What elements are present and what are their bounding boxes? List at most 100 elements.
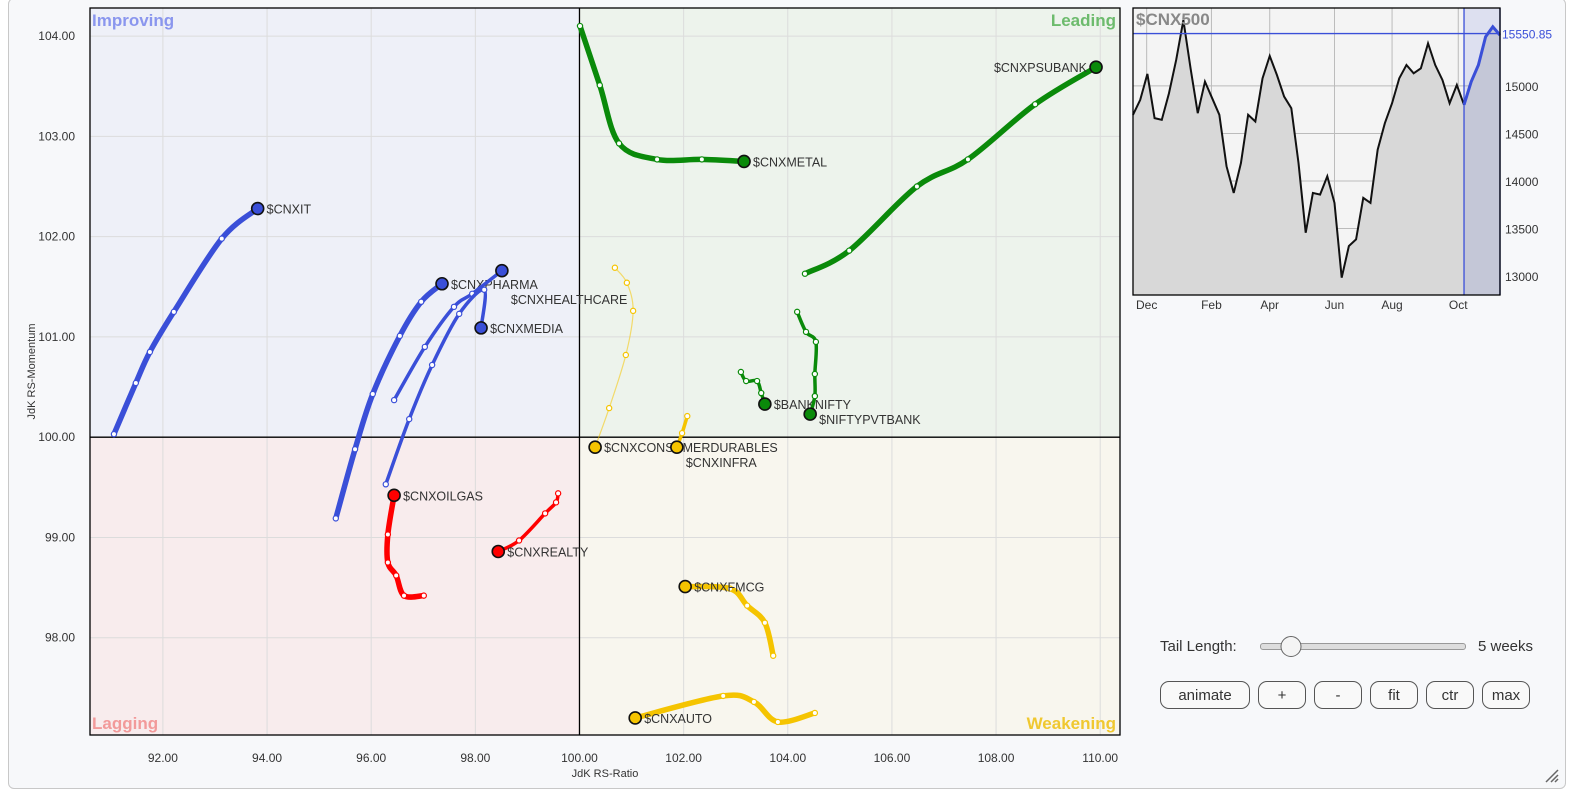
max-button[interactable]: max (1482, 681, 1530, 709)
head-point (387, 488, 401, 503)
head-point (491, 544, 506, 559)
y-tick-label: 103.00 (38, 129, 75, 143)
tail-point (758, 389, 765, 397)
benchmark-y-tick-label: 13500 (1505, 222, 1539, 236)
series-cnxit: $CNXIT (110, 201, 312, 438)
benchmark-area (1133, 20, 1500, 295)
tail-point (396, 332, 404, 340)
series-cnxpsubank: $CNXPSUBANK (801, 60, 1103, 277)
series-cnxinfra: $CNXINFRA (670, 412, 757, 470)
tail-point (611, 264, 619, 271)
head-point (737, 154, 751, 169)
tail-point (720, 692, 727, 700)
tail-length-slider[interactable] (1260, 636, 1466, 657)
tail-point (678, 429, 686, 437)
quadrant-leading (579, 8, 1120, 438)
series-label: $CNXFMCG (694, 581, 764, 595)
tail-point (812, 338, 820, 346)
head-point (250, 201, 265, 216)
tail-length-label: Tail Length: (1160, 637, 1237, 655)
series-label: $CNXAUTO (644, 712, 712, 726)
tail-point (132, 379, 140, 387)
tail-point (146, 348, 154, 356)
head-point (474, 321, 488, 335)
tail-point (596, 82, 603, 89)
y-tick-label: 99.00 (45, 530, 75, 544)
rrg-chart: 92.00 94.00 96.00 98.00 100.00 102.00 104.00 10… (26, 7, 1121, 780)
x-tick-label: 92.00 (148, 751, 178, 765)
benchmark-x-tick-label: Oct (1449, 298, 1468, 312)
series-cnxmetal: $CNXMETAL (576, 22, 827, 169)
x-tick-label: 100.00 (561, 751, 598, 765)
head-point (628, 711, 643, 725)
y-tick-label: 100.00 (38, 430, 75, 444)
head-point (670, 440, 684, 455)
x-tick-label: 104.00 (769, 751, 806, 765)
tail-point (384, 531, 392, 538)
benchmark-x-tick-label: Aug (1381, 298, 1402, 312)
y-tick-label: 102.00 (38, 230, 75, 244)
y-tick-label: 98.00 (45, 631, 75, 645)
series-label: $CNXPHARMA (451, 278, 538, 292)
quadrant-improving (90, 8, 580, 438)
tail-point (450, 303, 458, 311)
benchmark-x-tick-label: Jun (1325, 298, 1344, 312)
tail-point (698, 156, 706, 163)
x-axis-label: JdK RS-Ratio (572, 768, 639, 780)
resize-handle-icon[interactable] (1543, 767, 1559, 783)
quadrant-lagging (90, 437, 580, 735)
series-niftypvtbank: $NIFTYPVTBANK (793, 308, 921, 427)
y-axis-label: JdK RS-Momentum (26, 324, 38, 420)
tail-point (801, 270, 809, 277)
tail-point (110, 430, 118, 438)
tail-point (420, 592, 427, 599)
tail-point (750, 698, 758, 706)
tail-point (622, 351, 630, 359)
benchmark-highlight-line (1462, 24, 1502, 106)
head-point (495, 263, 509, 278)
tail-point (629, 307, 637, 315)
zoom-in-button[interactable]: + (1258, 681, 1306, 709)
tail-point (743, 602, 751, 609)
tail-point (684, 412, 691, 420)
benchmark-current-value: 15550.85 (1502, 28, 1552, 42)
tail-point (761, 619, 769, 626)
head-point (758, 397, 772, 411)
benchmark-y-tick-label: 14500 (1505, 127, 1539, 141)
zoom-out-button[interactable]: - (1314, 681, 1362, 709)
tail-point (605, 404, 613, 412)
benchmark-x-tick-label: Dec (1136, 298, 1157, 312)
quadrant-label-lagging: Lagging (92, 714, 158, 733)
series-cnxoilgas: $CNXOILGAS (384, 488, 483, 600)
slider-track[interactable] (1260, 643, 1466, 650)
tail-point (802, 328, 810, 336)
tail-point (913, 183, 921, 190)
series-label: $CNXMEDIA (490, 322, 564, 336)
tail-point (541, 510, 549, 517)
x-tick-label: 98.00 (460, 751, 490, 765)
series-label: $CNXCONSUMERDURABLES (604, 441, 778, 455)
tail-point (552, 499, 560, 506)
tail-length-control: Tail Length: 5 weeks (1160, 636, 1533, 657)
tail-point (390, 396, 398, 404)
tail-point (515, 537, 523, 544)
center-button[interactable]: ctr (1426, 681, 1474, 709)
tail-point (774, 718, 782, 726)
series-cnxrealty: $CNXREALTY (491, 490, 589, 559)
head-point (1089, 60, 1103, 74)
tail-point (417, 298, 425, 306)
fit-button[interactable]: fit (1370, 681, 1418, 709)
tail-point (400, 592, 408, 599)
animate-button[interactable]: animate (1160, 681, 1250, 709)
series-label: $CNXPSUBANK (994, 61, 1088, 75)
tail-point (769, 652, 777, 659)
tail-point (653, 156, 661, 163)
tail-point (1031, 101, 1039, 108)
tail-point (811, 370, 819, 378)
slider-handle[interactable] (1280, 636, 1302, 657)
tail-point (615, 140, 623, 147)
series-label: $CNXIT (267, 203, 312, 217)
tail-point (964, 156, 972, 163)
head-point (678, 579, 692, 594)
tail-point (793, 308, 801, 316)
